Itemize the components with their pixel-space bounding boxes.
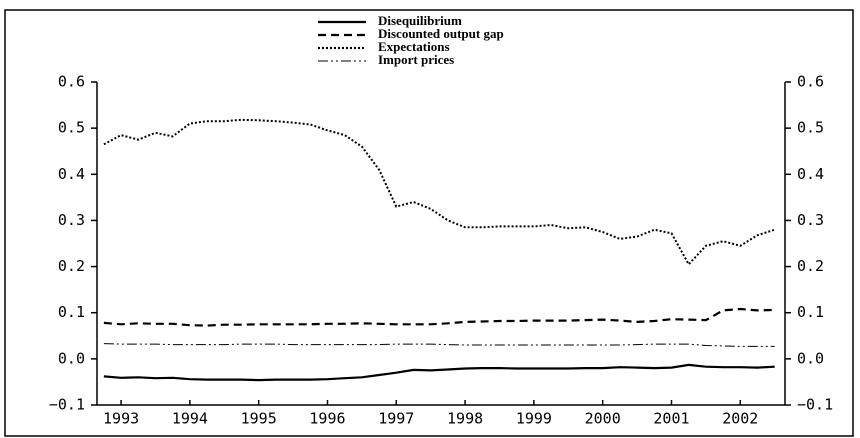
legend-label: Discounted output gap xyxy=(378,26,504,41)
series-line xyxy=(103,363,775,382)
y2-tick-label: −0.1 xyxy=(797,396,833,414)
x-tick-label: 1997 xyxy=(378,410,414,428)
y2-tick-label: 0.4 xyxy=(797,165,824,183)
series-line xyxy=(103,343,775,347)
x-tick-label: 1994 xyxy=(172,410,208,428)
frame xyxy=(4,9,854,437)
x-tick-label: 1995 xyxy=(241,410,277,428)
y-tick-label: −0.1 xyxy=(49,396,85,414)
y-tick-label: 0.3 xyxy=(58,211,85,229)
y2-tick-label: 0.1 xyxy=(797,303,824,321)
y-tick-label: 0.2 xyxy=(58,257,85,275)
y2-tick-label: 0.0 xyxy=(797,349,824,367)
x-tick-label: 1999 xyxy=(516,410,552,428)
y-tick-label: 0.6 xyxy=(58,73,85,91)
legend-label: Expectations xyxy=(378,39,450,54)
y2-tick-label: 0.3 xyxy=(797,211,824,229)
y2-tick-label: 0.5 xyxy=(797,119,824,137)
x-tick-label: 1993 xyxy=(103,410,139,428)
y-tick-label: 0.0 xyxy=(58,349,85,367)
series-line xyxy=(103,307,775,327)
legend-label: Import prices xyxy=(378,52,454,67)
y2-tick-label: 0.6 xyxy=(797,73,824,91)
y-tick-label: 0.1 xyxy=(58,303,85,321)
series-line xyxy=(103,118,776,266)
x-tick-label: 2001 xyxy=(653,410,689,428)
x-tick-label: 2000 xyxy=(585,410,621,428)
legend-label: Disequilibrium xyxy=(378,13,462,28)
y-tick-label: 0.4 xyxy=(58,165,85,183)
y2-tick-label: 0.2 xyxy=(797,257,824,275)
x-tick-label: 1998 xyxy=(447,410,483,428)
y-tick-label: 0.5 xyxy=(58,119,85,137)
x-tick-label: 1996 xyxy=(309,410,345,428)
x-tick-label: 2002 xyxy=(722,410,758,428)
